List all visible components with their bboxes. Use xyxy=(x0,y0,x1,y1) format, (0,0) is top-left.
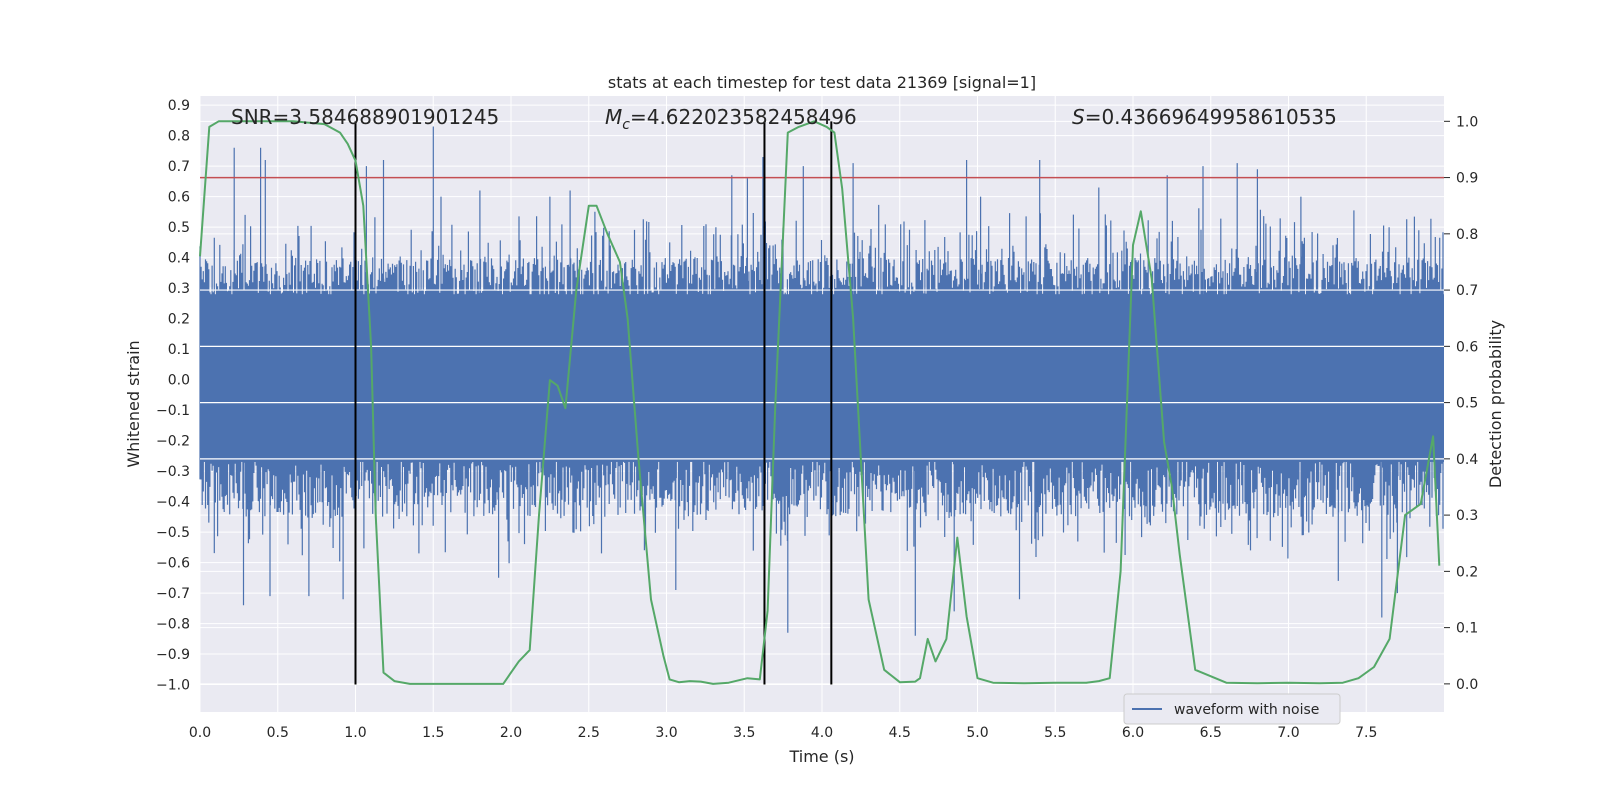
snr-annotation: SNR=3.584688901901245 xyxy=(231,105,499,129)
y-tick-label: 0.2 xyxy=(168,312,190,328)
y-tick-label: −0.9 xyxy=(156,647,190,663)
axes: 0.0 0.5 1.0 1.5 2.0 2.5 3.0 3.5 4.0 4.5 5.0 5.5 6.0 6… xyxy=(156,98,1478,741)
mc-subscript: c xyxy=(622,117,630,133)
y-tick-label: −0.5 xyxy=(156,525,190,541)
y2-tick-label: 1.0 xyxy=(1456,114,1478,130)
s-annotation: S=0.43669649958610535 xyxy=(1072,105,1337,129)
y2-tick-label: 0.0 xyxy=(1456,677,1478,693)
plot-area xyxy=(199,120,1444,685)
y-tick-label: −0.4 xyxy=(156,495,190,511)
y2-tick-label: 0.2 xyxy=(1456,564,1478,580)
y-tick-label: −0.1 xyxy=(156,403,190,419)
x-tick-label: 1.0 xyxy=(344,725,366,741)
detection-probability-line xyxy=(199,120,1441,685)
chart-title: stats at each timestep for test data 213… xyxy=(608,73,1036,92)
x-axis-label: Time (s) xyxy=(788,747,854,766)
mc-symbol: M xyxy=(605,105,622,129)
x-tick-label: 3.0 xyxy=(655,725,677,741)
x-tick-label: 4.5 xyxy=(889,725,911,741)
mc-annotation: Mc=4.622023582458496 xyxy=(605,105,857,133)
y2-tick-label: 0.8 xyxy=(1456,227,1478,243)
y-tick-label: −0.2 xyxy=(156,434,190,450)
y2-tick-label: 0.1 xyxy=(1456,621,1478,637)
y2-tick-label: 0.3 xyxy=(1456,508,1478,524)
x-tick-label: 0.5 xyxy=(267,725,289,741)
y-tick-label: −1.0 xyxy=(156,678,190,694)
s-symbol: S xyxy=(1072,105,1085,129)
s-value: =0.43669649958610535 xyxy=(1085,105,1337,129)
x-tick-label: 7.5 xyxy=(1355,725,1377,741)
y2-axis-label: Detection probability xyxy=(1486,320,1505,488)
x-tick-label: 2.5 xyxy=(578,725,600,741)
legend-box xyxy=(1123,693,1341,725)
x-tick-label: 4.0 xyxy=(811,725,833,741)
x-tick-label: 2.0 xyxy=(500,725,522,741)
y2-tick-label: 0.5 xyxy=(1456,396,1478,412)
y-tick-label: 0.1 xyxy=(168,342,190,358)
y-tick-label: −0.3 xyxy=(156,464,190,480)
y-tick-label: 0.9 xyxy=(168,98,190,114)
y2-tick-label: 0.6 xyxy=(1456,339,1478,355)
y-tick-label: 0.5 xyxy=(168,220,190,236)
y-tick-label: 0.8 xyxy=(168,129,190,145)
x-tick-label: 7.0 xyxy=(1277,725,1299,741)
y-tick-label: 0.0 xyxy=(168,373,190,389)
mc-value: =4.622023582458496 xyxy=(630,105,857,129)
y-tick-label: −0.7 xyxy=(156,586,190,602)
y2-tick-label: 0.4 xyxy=(1456,452,1478,468)
y-tick-label: 0.3 xyxy=(168,281,190,297)
x-tick-label: 5.5 xyxy=(1044,725,1066,741)
x-tick-label: 0.0 xyxy=(189,725,211,741)
y-tick-label: 0.7 xyxy=(168,159,190,175)
x-tick-label: 6.5 xyxy=(1200,725,1222,741)
y2-tick-label: 0.9 xyxy=(1456,171,1478,187)
x-tick-label: 1.5 xyxy=(422,725,444,741)
x-tick-label: 6.0 xyxy=(1122,725,1144,741)
y-axis-label: Whitened strain xyxy=(124,340,143,467)
x-tick-label: 3.5 xyxy=(733,725,755,741)
y-tick-label: 0.4 xyxy=(168,251,190,267)
waveform-core-band xyxy=(200,294,1444,462)
legend-label: waveform with noise xyxy=(1174,702,1319,718)
y-tick-label: 0.6 xyxy=(168,190,190,206)
y-tick-label: −0.8 xyxy=(156,617,190,633)
y2-tick-label: 0.7 xyxy=(1456,283,1478,299)
y-tick-label: −0.6 xyxy=(156,556,190,572)
x-tick-label: 5.0 xyxy=(966,725,988,741)
legend: waveform with noise xyxy=(1123,693,1341,725)
